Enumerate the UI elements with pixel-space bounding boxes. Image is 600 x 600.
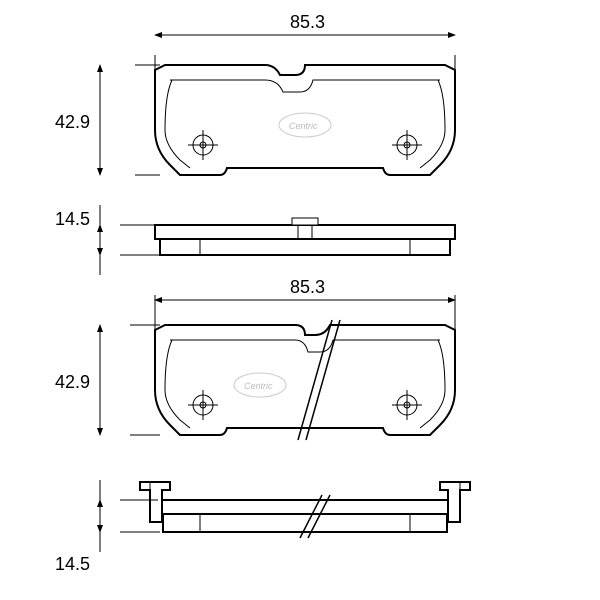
pad2-face-view: 85.3 42.9 Centric [55,277,455,440]
dim-width-1: 85.3 [290,12,325,32]
dim-width-2: 85.3 [290,277,325,297]
pad1-side-view: 14.5 [55,205,455,275]
dim-height-2: 42.9 [55,372,90,392]
pad2-side-view: 14.5 [55,480,470,574]
pad1-face-view: 85.3 42.9 Centric [55,12,455,175]
dim-thick-1: 14.5 [55,209,90,229]
dim-thick-2: 14.5 [55,554,90,574]
brand-logo-2: Centric [244,381,273,391]
dim-height-1: 42.9 [55,112,90,132]
drawing-canvas: 85.3 42.9 Centric 14.5 [0,0,600,600]
brand-logo-1: Centric [289,121,318,131]
